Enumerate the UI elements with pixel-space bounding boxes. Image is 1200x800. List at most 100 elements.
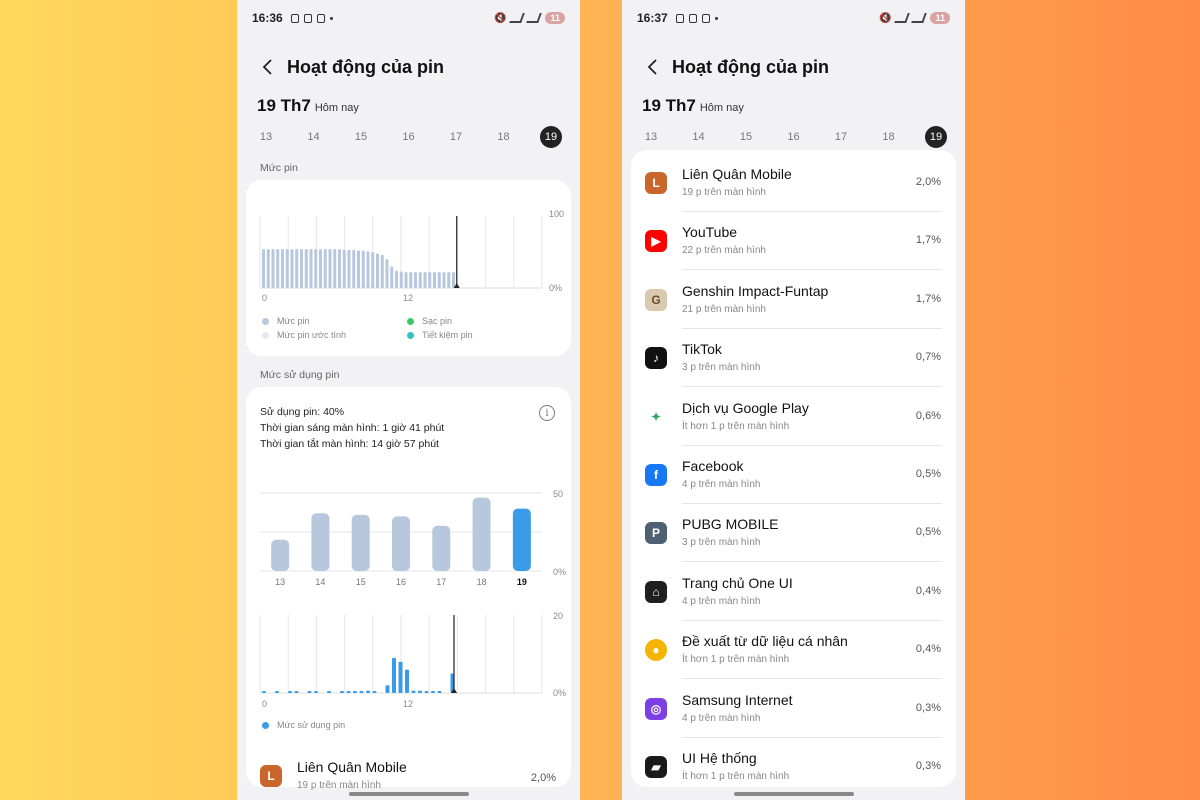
list-item[interactable]: ▶ YouTube 22 p trên màn hình 1,7% [631,212,956,271]
app-screen-time: 19 p trên màn hình [682,187,766,198]
legend-power-saving: Tiết kiệm pin [407,330,552,340]
home-indicator [733,792,854,796]
legend-dot [262,721,269,729]
date-today-label: Hôm nay [314,102,359,114]
legend-label: Mức sử dụng pin [277,720,346,730]
divider [682,444,942,446]
list-item[interactable]: L Liên Quân Mobile 19 p trên màn hình 2,… [246,747,571,800]
list-item[interactable]: G Genshin Impact-Funtap 21 p trên màn hình… [631,271,956,329]
hourly-usage-bar [366,690,370,693]
back-button[interactable] [642,56,664,78]
day-18[interactable]: 18 [497,131,510,143]
y-tick-label: 50 [553,489,563,499]
battery-level-bar [333,249,337,288]
day-18[interactable]: 18 [882,131,895,143]
selected-date: 19 Th7 [257,96,311,115]
hourly-usage-bar [424,691,429,693]
battery-usage-section-label: Mức sử dụng pin [260,369,340,381]
app-name: YouTube [682,224,738,241]
genshin-icon: G [645,288,667,311]
battery-level-bar [433,272,436,288]
y-tick-label: 0% [549,283,562,293]
divider [682,503,942,504]
divider [682,211,942,212]
app-name: Liên Quân Mobile [297,759,407,775]
app-usage-percent: 0,7% [915,351,941,364]
app-name: Trang chủ One UI [682,574,793,591]
hourly-usage-bar [340,691,344,693]
hourly-usage-bar [372,691,377,693]
legend-charging: Sạc pin [407,316,552,326]
battery-level-bar [376,253,379,288]
battery-level-card: 100 0% 0 12 Mức pin Sạc pin Mức pin ước tín… [246,180,571,356]
battery-level-bar [423,272,427,288]
day-15[interactable]: 15 [739,131,753,143]
signal-icon [526,13,543,23]
list-item[interactable]: P PUBG MOBILE 3 p trên màn hình 0,5% [631,504,956,563]
app-screen-time: 3 p trên màn hình [682,537,761,549]
app-name: Liên Quân Mobile [682,166,792,182]
youtube-icon: ▶ [645,230,667,253]
mute-icon: 🔇 [879,12,892,24]
phone-screen-right: 16:37 🔇 11 Hoạt động của pin 19 Th7 Hôm … [622,0,965,800]
battery-level-bar [414,272,417,288]
list-item[interactable]: L Liên Quân Mobile 19 p trên màn hình 2,0% [631,154,956,212]
hourly-usage-bar [346,691,351,693]
day-16[interactable]: 16 [787,131,800,143]
legend-dot [262,331,269,339]
day-14[interactable]: 14 [692,131,705,143]
list-item[interactable]: ✦ Dịch vụ Google Play Ít hơn 1 p trên màn … [631,388,956,446]
legend-label: Mức pin [277,316,310,326]
day-19[interactable]: 19 [925,126,947,148]
battery-indicator: 11 [930,12,950,24]
battery-level-chart: 100 0% 0 12 [259,209,564,303]
app-usage-percent: 0,3% [915,701,941,714]
battery-level-bar [352,249,356,288]
hourly-usage-bar [288,691,292,693]
list-item[interactable]: ♪ TikTok 3 p trên màn hình 0,7% [631,329,956,388]
day-selector: 13 14 15 16 17 18 19 [255,126,562,148]
list-item[interactable]: ◎ Samsung Internet 4 p trên màn hình 0,3% [631,680,956,738]
back-button[interactable] [257,56,279,78]
app-usage-percent: 2,0% [530,772,556,784]
list-item[interactable]: ● Đề xuất từ dữ liệu cá nhân Ít hơn 1 p tr… [631,621,956,680]
day-14[interactable]: 14 [307,131,320,143]
screen-off-time: Thời gian tắt màn hình: 14 giờ 57 phút [260,438,439,450]
app-usage-percent: 0,3% [915,760,941,772]
hourly-usage-bar [431,691,435,693]
divider [682,619,942,621]
daily-usage-bar [432,525,451,571]
app-name: Genshin Impact-Funtap [682,282,829,299]
day-13[interactable]: 13 [259,131,273,143]
usage-legend: Mức sử dụng pin [262,720,407,734]
battery-level-bar [276,249,280,288]
list-item[interactable]: ▰ UI Hệ thống Ít hơn 1 p trên màn hình 0,3% [631,738,956,796]
system-ui-icon: ▰ [645,756,667,778]
app-usage-list: L Liên Quân Mobile 19 p trên màn hình 2,0% ▶… [631,150,956,787]
status-time: 16:37 [637,11,668,25]
app-name: Dịch vụ Google Play [682,399,809,416]
app-usage-percent: 0,4% [915,584,941,597]
day-15[interactable]: 15 [354,131,368,143]
battery-level-bar [442,272,446,288]
day-16[interactable]: 16 [402,131,415,143]
day-13[interactable]: 13 [644,131,658,143]
info-icon[interactable]: i [539,405,555,421]
battery-level-bar [290,249,294,288]
hourly-usage-bar [385,685,390,693]
app-notification-icon [316,13,325,23]
app-name: TikTok [682,341,722,358]
legend-dot [262,317,269,325]
x-tick-label: 18 [477,577,487,587]
y-tick-label: 0% [553,567,566,577]
app-name: UI Hệ thống [682,750,757,766]
battery-level-bar [309,249,313,288]
battery-level-bar [361,250,365,288]
day-19[interactable]: 19 [540,126,562,148]
day-17[interactable]: 17 [449,131,463,143]
list-item[interactable]: f Facebook 4 p trên màn hình 0,5% [631,446,956,504]
divider [682,736,942,738]
list-item[interactable]: ⌂ Trang chủ One UI 4 p trên màn hình 0,4% [631,563,956,621]
legend-label: Tiết kiệm pin [422,330,473,340]
day-17[interactable]: 17 [834,131,848,143]
